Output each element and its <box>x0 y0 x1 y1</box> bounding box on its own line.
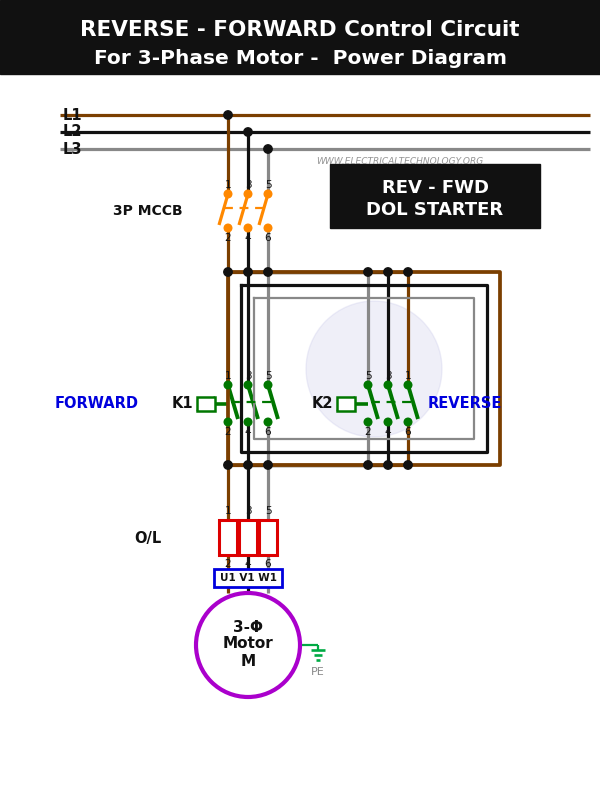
Text: 4: 4 <box>245 233 251 243</box>
Circle shape <box>264 381 272 389</box>
Text: 3P MCCB: 3P MCCB <box>113 204 183 218</box>
Bar <box>337 397 355 411</box>
Circle shape <box>404 381 412 389</box>
Circle shape <box>264 461 272 469</box>
Text: U1 V1 W1: U1 V1 W1 <box>220 573 277 583</box>
Text: 3: 3 <box>385 371 391 381</box>
Circle shape <box>384 461 392 469</box>
Text: O/L: O/L <box>134 530 161 546</box>
Circle shape <box>224 224 232 232</box>
Text: WWW.ELECTRICALTECHNOLOGY.ORG: WWW.ELECTRICALTECHNOLOGY.ORG <box>316 158 484 166</box>
Circle shape <box>224 418 232 426</box>
Circle shape <box>244 461 252 469</box>
Circle shape <box>404 418 412 426</box>
Bar <box>259 520 277 555</box>
Text: 1: 1 <box>224 180 232 190</box>
Text: 6: 6 <box>265 559 271 569</box>
Text: 4: 4 <box>245 427 251 437</box>
Circle shape <box>196 593 300 697</box>
Text: FORWARD: FORWARD <box>55 397 139 411</box>
Circle shape <box>244 190 252 198</box>
Text: 5: 5 <box>265 180 271 190</box>
Circle shape <box>264 145 272 154</box>
Text: 1: 1 <box>224 371 232 381</box>
Text: L2: L2 <box>63 125 83 139</box>
Bar <box>214 569 282 587</box>
Text: K1: K1 <box>172 397 193 411</box>
Circle shape <box>224 190 232 198</box>
Bar <box>197 397 215 411</box>
Circle shape <box>384 268 392 276</box>
Text: 3: 3 <box>245 371 251 381</box>
Circle shape <box>264 190 272 198</box>
Circle shape <box>364 268 372 276</box>
Bar <box>219 520 237 555</box>
Text: 2: 2 <box>224 427 232 437</box>
Circle shape <box>264 418 272 426</box>
Text: 5: 5 <box>265 506 271 516</box>
Text: L1: L1 <box>63 107 83 122</box>
Text: PE: PE <box>311 667 325 677</box>
Text: 6: 6 <box>265 233 271 243</box>
Circle shape <box>224 268 232 276</box>
Text: REV - FWD: REV - FWD <box>382 179 488 198</box>
Text: 3: 3 <box>245 506 251 516</box>
Circle shape <box>404 461 412 469</box>
Circle shape <box>244 381 252 389</box>
Text: For 3-Phase Motor -  Power Diagram: For 3-Phase Motor - Power Diagram <box>94 49 506 67</box>
Text: 2: 2 <box>224 559 232 569</box>
Circle shape <box>244 128 252 136</box>
Text: 3-Φ: 3-Φ <box>233 619 263 634</box>
Circle shape <box>224 461 232 469</box>
Text: 3: 3 <box>245 180 251 190</box>
Circle shape <box>244 268 252 276</box>
Circle shape <box>264 224 272 232</box>
Circle shape <box>364 461 372 469</box>
Circle shape <box>224 381 232 389</box>
Text: 4: 4 <box>245 559 251 569</box>
Circle shape <box>364 381 372 389</box>
Text: REVERSE: REVERSE <box>428 397 502 411</box>
Bar <box>239 520 257 555</box>
Text: M: M <box>241 654 256 669</box>
Bar <box>0 0 600 74</box>
Text: 6: 6 <box>265 427 271 437</box>
Circle shape <box>244 418 252 426</box>
Circle shape <box>306 301 442 437</box>
Circle shape <box>404 268 412 276</box>
Text: 5: 5 <box>365 371 371 381</box>
Bar <box>330 164 540 228</box>
Text: 1: 1 <box>224 506 232 516</box>
Text: 2: 2 <box>365 427 371 437</box>
Circle shape <box>384 381 392 389</box>
Circle shape <box>364 418 372 426</box>
Text: DOL STARTER: DOL STARTER <box>367 201 503 219</box>
Circle shape <box>264 268 272 276</box>
Text: 1: 1 <box>404 371 412 381</box>
Text: 5: 5 <box>265 371 271 381</box>
Text: 4: 4 <box>385 427 391 437</box>
Circle shape <box>384 418 392 426</box>
Circle shape <box>224 110 232 119</box>
Text: Motor: Motor <box>223 637 274 651</box>
Text: L3: L3 <box>63 142 83 157</box>
Text: K2: K2 <box>311 397 333 411</box>
Circle shape <box>244 224 252 232</box>
Text: 6: 6 <box>404 427 412 437</box>
Text: 2: 2 <box>224 233 232 243</box>
Text: REVERSE - FORWARD Control Circuit: REVERSE - FORWARD Control Circuit <box>80 20 520 40</box>
